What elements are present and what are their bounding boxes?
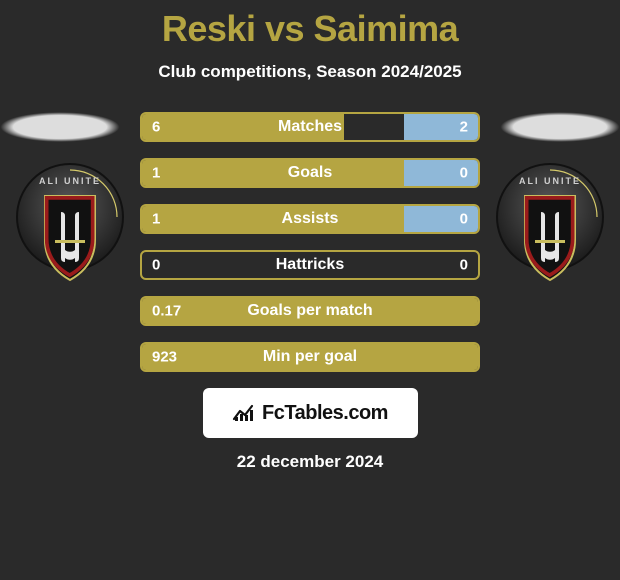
stat-value-right: 2 bbox=[460, 119, 468, 136]
player1-name: Reski bbox=[162, 8, 256, 49]
stat-value-left: 1 bbox=[152, 211, 160, 228]
stat-value-left: 923 bbox=[152, 349, 177, 366]
stat-value-left: 1 bbox=[152, 165, 160, 182]
brand-badge[interactable]: FcTables.com bbox=[203, 388, 418, 438]
stat-value-right: 0 bbox=[460, 211, 468, 228]
stat-value-right: 0 bbox=[460, 257, 468, 274]
stat-label: Assists bbox=[142, 210, 478, 228]
stat-label: Min per goal bbox=[142, 348, 478, 366]
player2-name: Saimima bbox=[314, 8, 459, 49]
shadow-ellipse-left bbox=[0, 112, 120, 142]
chart-icon bbox=[232, 403, 258, 423]
stat-label: Goals per match bbox=[142, 302, 478, 320]
stat-label: Matches bbox=[142, 118, 478, 136]
stat-row: Goals per match0.17 bbox=[140, 296, 480, 326]
svg-text:ALI UNITE: ALI UNITE bbox=[519, 176, 581, 186]
vs-separator: vs bbox=[265, 8, 304, 49]
stat-row: Hattricks0 0 bbox=[140, 250, 480, 280]
team-badge-right: ALI UNITE bbox=[495, 162, 605, 292]
comparison-title: Reski vs Saimima bbox=[0, 0, 620, 50]
comparison-stage: ALI UNITE ALI UNITE Matches62Goals10Assi… bbox=[0, 112, 620, 472]
shadow-ellipse-right bbox=[500, 112, 620, 142]
stat-value-left: 0.17 bbox=[152, 303, 181, 320]
team-badge-left: ALI UNITE bbox=[15, 162, 125, 292]
brand-text: FcTables.com bbox=[262, 402, 388, 425]
stat-value-left: 0 bbox=[152, 257, 160, 274]
stat-value-right: 0 bbox=[460, 165, 468, 182]
shield-icon: ALI UNITE bbox=[495, 162, 605, 292]
stat-row: Assists1 0 bbox=[140, 204, 480, 234]
stats-column: Matches62Goals10Assists10Hattricks00Goal… bbox=[140, 112, 480, 372]
snapshot-date: 22 december 2024 bbox=[0, 452, 620, 472]
stat-label: Hattricks bbox=[142, 256, 478, 274]
stat-value-left: 6 bbox=[152, 119, 160, 136]
stat-row: Goals1 0 bbox=[140, 158, 480, 188]
stat-row: Min per goal923 bbox=[140, 342, 480, 372]
svg-text:ALI UNITE: ALI UNITE bbox=[39, 176, 101, 186]
stat-row: Matches6 2 bbox=[140, 112, 480, 142]
competition-subtitle: Club competitions, Season 2024/2025 bbox=[0, 62, 620, 82]
stat-label: Goals bbox=[142, 164, 478, 182]
shield-icon: ALI UNITE bbox=[15, 162, 125, 292]
